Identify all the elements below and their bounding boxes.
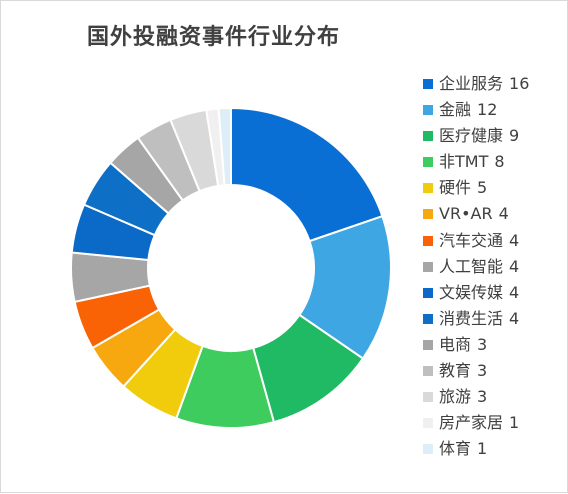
legend-value: 3: [477, 361, 488, 381]
legend-item: 医疗健康 9: [421, 123, 566, 149]
legend-category: 汽车交通: [439, 230, 504, 250]
legend-item: 非TMT 8: [421, 149, 566, 175]
legend-item: 汽车交通 4: [421, 228, 566, 254]
legend-item: 体育 1: [421, 436, 566, 462]
legend-item: 人工智能 4: [421, 254, 566, 280]
legend-value: 4: [509, 282, 520, 302]
legend-item: 文娱传媒 4: [421, 280, 566, 306]
legend-item: 消费生活 4: [421, 306, 566, 332]
legend-swatch: [423, 392, 433, 403]
legend: 企业服务 16 金融 12 医疗健康 9 非TMT 8 硬件 5 VR•AR 4 汽车交通 4 人工智能 4 文…: [421, 71, 566, 462]
legend-label: 非TMT 8: [439, 149, 505, 175]
donut-slice-1: [230, 106, 384, 243]
legend-item: VR•AR 4: [421, 201, 566, 227]
legend-label: 电商 3: [439, 332, 487, 358]
donut-slice-15: [217, 106, 232, 187]
legend-label: 医疗健康 9: [439, 123, 519, 149]
legend-value: 4: [498, 204, 509, 224]
legend-item: 企业服务 16: [421, 71, 566, 97]
legend-swatch: [423, 366, 433, 377]
legend-swatch: [423, 444, 433, 455]
legend-category: 体育: [439, 439, 472, 459]
legend-item: 金融 12: [421, 97, 566, 123]
legend-value: 4: [509, 308, 520, 328]
legend-category: 非TMT: [439, 152, 489, 172]
legend-category: 硬件: [439, 178, 472, 198]
legend-category: VR•AR: [439, 204, 493, 224]
legend-label: 人工智能 4: [439, 254, 519, 280]
legend-category: 医疗健康: [439, 126, 504, 146]
legend-swatch: [423, 418, 433, 429]
legend-category: 教育: [439, 361, 472, 381]
legend-item: 旅游 3: [421, 384, 566, 410]
legend-label: 汽车交通 4: [439, 228, 519, 254]
legend-value: 12: [477, 100, 498, 120]
legend-item: 电商 3: [421, 332, 566, 358]
legend-category: 房产家居: [439, 413, 504, 433]
legend-value: 1: [509, 413, 520, 433]
legend-swatch: [423, 209, 433, 220]
legend-value: 16: [509, 74, 530, 93]
legend-swatch: [423, 157, 433, 168]
legend-label: VR•AR 4: [439, 201, 509, 227]
legend-item: 房产家居 1: [421, 410, 566, 436]
legend-value: 4: [509, 230, 520, 250]
legend-category: 人工智能: [439, 256, 504, 276]
legend-category: 电商: [439, 334, 472, 354]
legend-label: 金融 12: [439, 97, 497, 123]
legend-label: 硬件 5: [439, 175, 487, 201]
legend-swatch: [423, 105, 433, 116]
legend-value: 3: [477, 334, 488, 354]
legend-value: 9: [509, 126, 520, 146]
legend-label: 旅游 3: [439, 384, 487, 410]
legend-swatch: [423, 313, 433, 324]
legend-label: 房产家居 1: [439, 410, 519, 436]
legend-category: 文娱传媒: [439, 282, 504, 302]
chart-title: 国外投融资事件行业分布: [87, 25, 341, 50]
legend-label: 消费生活 4: [439, 306, 519, 332]
legend-category: 企业服务: [439, 74, 504, 93]
legend-value: 5: [477, 178, 488, 198]
legend-swatch: [423, 131, 433, 142]
legend-label: 体育 1: [439, 436, 487, 462]
legend-value: 3: [477, 387, 488, 407]
legend-swatch: [423, 339, 433, 350]
legend-item: 教育 3: [421, 358, 566, 384]
legend-category: 消费生活: [439, 308, 504, 328]
legend-category: 旅游: [439, 387, 472, 407]
legend-label: 企业服务 16: [439, 71, 529, 97]
legend-label: 教育 3: [439, 358, 487, 384]
legend-swatch: [423, 287, 433, 298]
legend-value: 1: [477, 439, 488, 459]
legend-swatch: [423, 235, 433, 246]
legend-category: 金融: [439, 100, 472, 120]
legend-item: 硬件 5: [421, 175, 566, 201]
legend-swatch: [423, 183, 433, 194]
legend-value: 4: [509, 256, 520, 276]
legend-swatch: [423, 261, 433, 272]
legend-label: 文娱传媒 4: [439, 280, 519, 306]
legend-value: 8: [494, 152, 505, 172]
legend-swatch: [423, 79, 433, 89]
